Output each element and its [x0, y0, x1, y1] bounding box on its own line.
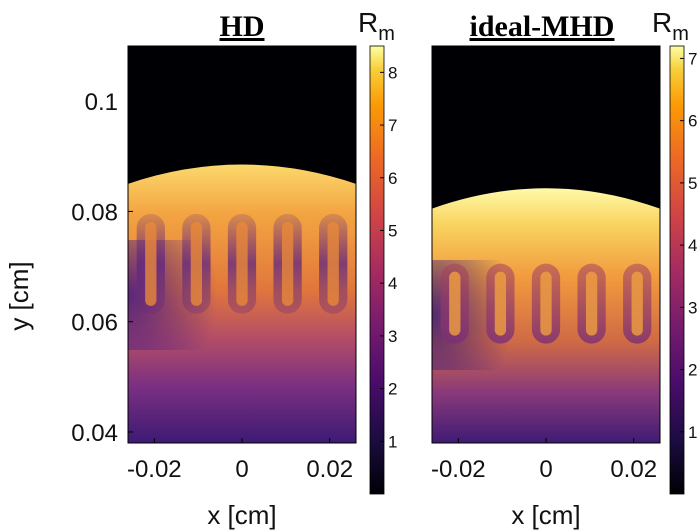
hd-heatmap	[128, 46, 356, 443]
hd-cb-tick-label: 4	[388, 274, 397, 293]
mhd-colorbar	[669, 45, 685, 495]
mhd-x-tick-label: 0	[539, 456, 552, 483]
hd-title: HD	[220, 10, 265, 43]
mhd-colorbar-label-main: R	[652, 7, 672, 38]
mhd-cb-tick-label: 6	[688, 112, 697, 131]
mhd-finger-core	[540, 271, 552, 336]
hd-rt-fingers	[136, 213, 348, 314]
mhd-cb-tick-label: 1	[688, 423, 697, 442]
mhd-rt-fingers	[440, 263, 652, 344]
mhd-cb-tick-label: 5	[688, 174, 697, 193]
hd-cb-tick-label: 8	[388, 63, 397, 82]
mhd-finger-core	[449, 271, 461, 336]
hd-cb-tick-label: 3	[388, 327, 397, 346]
mhd-x-axis-label: x [cm]	[511, 500, 580, 530]
mhd-finger-core	[585, 271, 598, 336]
hd-colorbar-label: Rm	[358, 7, 395, 45]
hd-x-tick-label: 0.02	[306, 456, 353, 483]
hd-cb-tick-label: 5	[388, 221, 397, 240]
hd-y-tick-label: 0.1	[85, 89, 118, 116]
hd-colorbar-label-main: R	[358, 7, 378, 38]
hd-colorbar	[369, 45, 385, 495]
hd-y-tick-label: 0.08	[71, 199, 118, 226]
hd-x-tick-label: 0	[235, 456, 248, 483]
mhd-x-tick-label: 0.02	[610, 456, 657, 483]
hd-y-axis-label: y [cm]	[4, 261, 34, 330]
mhd-colorbar-label: Rm	[652, 7, 689, 45]
hd-x-tick-label: -0.02	[127, 456, 182, 483]
mhd-finger-core	[494, 271, 507, 336]
hd-finger-core	[236, 221, 248, 306]
hd-finger-core	[190, 221, 203, 306]
hd-y-tick-label: 0.06	[71, 310, 118, 337]
hd-cb-tick-label: 7	[388, 116, 397, 135]
hd-cb-tick-label: 2	[388, 380, 397, 399]
mhd-finger-core	[631, 271, 643, 336]
hd-colorbar-label-sub: m	[378, 23, 395, 45]
mhd-cb-tick-label: 7	[688, 49, 697, 68]
hd-finger-core	[281, 221, 294, 306]
mhd-colorbar-label-sub: m	[672, 23, 689, 45]
hd-x-axis-label: x [cm]	[207, 500, 276, 530]
hd-cb-tick-label: 6	[388, 169, 397, 188]
hd-finger-core	[145, 221, 157, 306]
mhd-cb-tick-label: 3	[688, 298, 697, 317]
mhd-panel: ideal-MHD -0.02 0 0.02 x [cm] 1 2 3 4 5 6 7 Rm	[431, 7, 698, 530]
mhd-heatmap	[432, 46, 660, 443]
mhd-title: ideal-MHD	[470, 10, 615, 43]
mhd-colorbar-ticks: 1 2 3 4 5 6 7	[680, 49, 697, 442]
hd-y-ticks: 0.04 0.06 0.08 0.1	[71, 89, 133, 447]
mhd-x-tick-label: -0.02	[431, 456, 486, 483]
mhd-cb-tick-label: 2	[688, 361, 697, 380]
hd-x-ticks: -0.02 0 0.02	[127, 438, 353, 483]
hd-colorbar-ticks: 1 2 3 4 5 6 7 8	[380, 63, 397, 451]
hd-finger-core	[327, 221, 339, 306]
hd-panel: HD 0.04 0.06 0.08 0.1 -0.02 0 0.02 x [cm] y […	[4, 7, 397, 530]
hd-y-tick-label: 0.04	[71, 420, 118, 447]
mhd-x-ticks: -0.02 0 0.02	[431, 438, 657, 483]
mhd-cb-tick-label: 4	[688, 236, 697, 255]
hd-cb-tick-label: 1	[388, 432, 397, 451]
